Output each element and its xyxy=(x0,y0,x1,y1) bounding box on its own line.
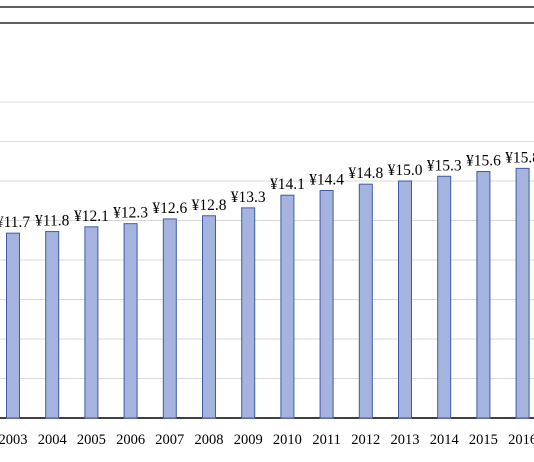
bar-2007 xyxy=(162,218,177,419)
x-tick-2006: 2006 xyxy=(116,432,145,448)
bar-2006 xyxy=(123,223,138,419)
bar-2013 xyxy=(398,180,412,419)
bar-2014 xyxy=(437,175,452,419)
data-label-2006: ¥12.3 xyxy=(113,205,148,222)
bars xyxy=(6,167,530,419)
x-tick-2014: 2014 xyxy=(430,432,460,448)
bar-2012 xyxy=(358,183,373,419)
x-tick-2011: 2011 xyxy=(312,432,340,448)
bar-2016 xyxy=(515,167,530,419)
bar-2005 xyxy=(84,226,99,419)
data-label-2003: ¥11.7 xyxy=(0,214,30,231)
bar-2009 xyxy=(241,207,256,419)
data-label-2005: ¥12.1 xyxy=(74,208,109,225)
data-label-2013: ¥15.0 xyxy=(388,162,423,179)
x-tick-2005: 2005 xyxy=(77,432,106,448)
data-label-2016: ¥15.8 xyxy=(505,149,534,166)
x-tick-2008: 2008 xyxy=(195,432,224,448)
bar-2003 xyxy=(6,232,20,419)
data-label-2011: ¥14.4 xyxy=(309,171,344,188)
data-label-2009: ¥13.3 xyxy=(231,189,266,206)
data-label-2004: ¥11.8 xyxy=(35,213,70,230)
x-tick-2004: 2004 xyxy=(38,432,68,448)
bar-2008 xyxy=(202,215,216,419)
data-label-2015: ¥15.6 xyxy=(466,153,501,170)
x-tick-2009: 2009 xyxy=(234,432,263,448)
data-label-2007: ¥12.6 xyxy=(152,200,187,217)
bar-2004 xyxy=(45,231,60,419)
x-tick-2012: 2012 xyxy=(351,432,380,448)
data-label-2014: ¥15.3 xyxy=(427,157,462,174)
x-tick-2010: 2010 xyxy=(273,432,302,448)
bar-2010 xyxy=(280,194,295,419)
x-tick-2016: 2016 xyxy=(508,432,534,448)
bar-2015 xyxy=(476,171,491,419)
gridlines xyxy=(0,101,534,379)
x-tick-labels: 2003 2004 2005 2006 2007 2008 2009 2010 2011 2012… xyxy=(0,432,534,448)
x-tick-2015: 2015 xyxy=(469,432,498,448)
data-labels: ¥11.7 ¥11.8¥12.1¥12.3¥12.6 ¥12.8¥13.3¥14.1… xyxy=(0,149,534,231)
data-label-2008: ¥12.8 xyxy=(192,197,227,214)
x-tick-2007: 2007 xyxy=(155,432,184,448)
bar-2011 xyxy=(319,189,334,419)
data-label-2010: ¥14.1 xyxy=(270,176,305,193)
data-label-2012: ¥14.8 xyxy=(348,165,383,182)
x-tick-2003: 2003 xyxy=(0,432,28,448)
x-tick-2013: 2013 xyxy=(391,432,420,448)
